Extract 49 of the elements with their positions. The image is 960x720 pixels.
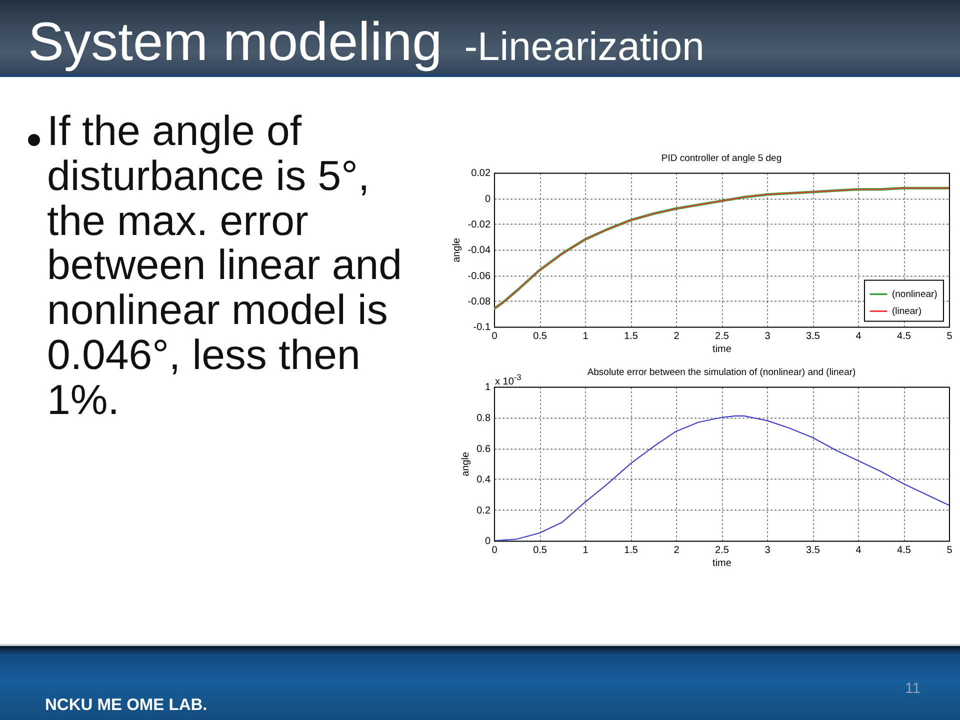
x-tick-label: 2 xyxy=(674,331,680,342)
x-axis-title: time xyxy=(712,344,732,356)
x-tick-label: 4 xyxy=(856,331,862,342)
x-tick-label: 3 xyxy=(764,331,771,342)
y-tick-label: 0 xyxy=(484,536,491,548)
y-tick-label: -0.02 xyxy=(468,220,491,231)
x-tick-label: 4 xyxy=(856,545,862,556)
x-tick-label: 0.5 xyxy=(533,331,548,342)
y-axis-title: angle xyxy=(460,452,472,476)
y-axis-title: angle xyxy=(452,238,463,262)
x-tick-label: 4.5 xyxy=(897,331,912,342)
y-tick-label: 0.8 xyxy=(476,412,491,424)
x-tick-label: 2.5 xyxy=(715,545,730,556)
text: NCKU ME OME LAB. xyxy=(45,696,208,714)
x-tick-label: 5 xyxy=(946,331,953,342)
x-tick-label: 3.5 xyxy=(806,545,820,556)
y-tick-label: 1 xyxy=(484,382,491,394)
x-tick-label: 1 xyxy=(582,545,589,556)
y-tick-label: 0.2 xyxy=(476,505,491,516)
text: If the angle of disturbance is 5°, the max. error between linear and nonlinear model is 0.046°, less then 1%. xyxy=(47,107,403,423)
x-tick-label: 3 xyxy=(764,545,771,556)
x-tick-label: 0 xyxy=(492,331,498,342)
y-tick-label: -0.06 xyxy=(468,270,491,282)
text: x 10$^{-3}$ xyxy=(495,370,522,388)
x-tick-label: 1 xyxy=(582,331,589,342)
y-tick-label: 0.02 xyxy=(471,168,491,180)
y-tick-label: -0.1 xyxy=(473,322,491,334)
x-tick-label: 2 xyxy=(674,545,680,556)
y-tick-label: 0.4 xyxy=(476,474,491,486)
x-tick-label: 2.5 xyxy=(715,331,730,342)
x-tick-label: 5 xyxy=(946,545,953,556)
legend-label: (nonlinear) xyxy=(892,289,938,300)
text: 11 xyxy=(905,680,921,697)
chart-title: PID controller of angle 5 deg xyxy=(661,153,782,164)
y-tick-label: 0.6 xyxy=(476,444,491,455)
x-tick-label: 4.5 xyxy=(897,545,912,556)
x-axis-title: time xyxy=(712,558,732,570)
y-tick-label: 0 xyxy=(484,194,491,205)
x-tick-label: 0 xyxy=(492,545,498,556)
x-tick-label: 1.5 xyxy=(624,545,638,556)
chart-title: Absolute error between the simulation of (nonlinear) and (linear) xyxy=(587,367,856,378)
x-tick-label: 1.5 xyxy=(624,331,638,342)
text: System modeling xyxy=(28,12,442,72)
x-tick-label: 3.5 xyxy=(806,331,820,342)
text: -Linearization xyxy=(464,25,704,69)
y-tick-label: -0.08 xyxy=(468,296,491,308)
legend-label: (linear) xyxy=(892,306,922,318)
y-tick-label: -0.04 xyxy=(468,245,491,256)
x-tick-label: 0.5 xyxy=(533,545,548,556)
